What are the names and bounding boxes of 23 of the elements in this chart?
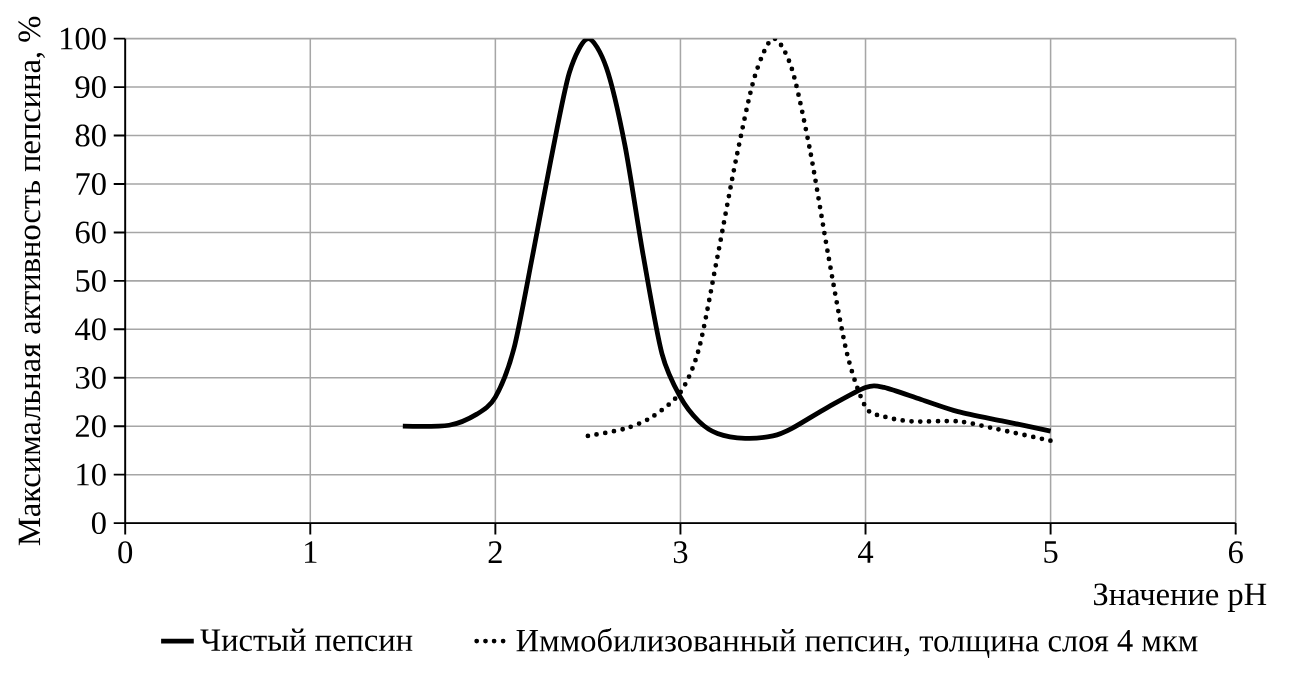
y-tick-label: 50	[76, 269, 106, 292]
y-tick-label: 100	[61, 27, 106, 50]
x-tick-label: 6	[1228, 541, 1243, 564]
y-tick-label: 80	[75, 124, 106, 147]
x-tick-label: 1	[305, 541, 317, 563]
x-tick-label: 5	[1044, 541, 1058, 563]
legend-label: Чистый пепсин	[200, 628, 413, 652]
x-tick-label: 0	[118, 541, 133, 564]
y-tick-label: 30	[76, 366, 106, 389]
legend-label: Иммобилизованный пепсин, толщина слоя 4 мкм	[516, 628, 1198, 659]
x-axis-title: Значение pH	[1093, 583, 1267, 612]
y-axis-title: Максимальная активность пепсина, %	[18, 16, 46, 546]
x-tick-label: 3	[673, 541, 688, 564]
y-tick-label: 0	[91, 512, 106, 535]
y-tick-label: 20	[75, 415, 106, 438]
y-tick-label: 10	[77, 463, 106, 486]
y-tick-label: 90	[75, 76, 106, 99]
y-tick-label: 70	[76, 173, 106, 195]
y-tick-label: 60	[75, 221, 106, 244]
x-tick-label: 2	[488, 541, 502, 563]
y-tick-label: 40	[75, 318, 106, 341]
x-tick-label: 4	[858, 541, 874, 563]
line-series	[400, 38, 1053, 441]
